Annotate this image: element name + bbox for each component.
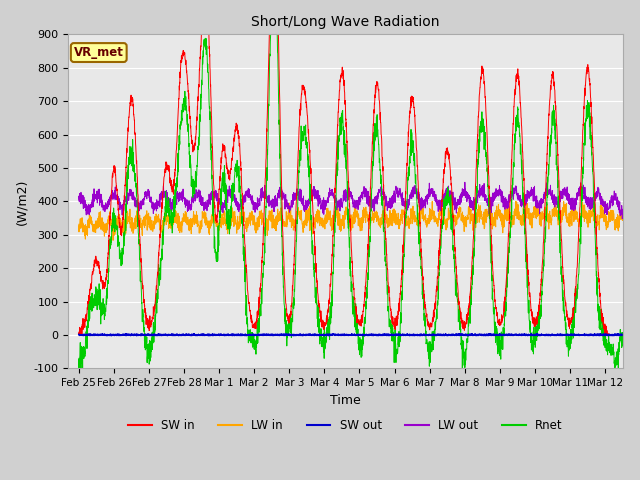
SW in	[284, 312, 292, 318]
Rnet	[284, 329, 292, 335]
SW out	[79, 333, 87, 338]
LW in	[609, 217, 616, 223]
Rnet	[609, 347, 616, 352]
LW in	[284, 213, 291, 219]
Rnet	[619, 341, 627, 347]
SW out	[138, 332, 145, 338]
LW out	[307, 192, 315, 198]
SW in	[170, 188, 177, 193]
Rnet	[170, 215, 177, 220]
SW out	[75, 332, 83, 337]
Legend: SW in, LW in, SW out, LW out, Rnet: SW in, LW in, SW out, LW out, Rnet	[124, 414, 568, 437]
SW in	[137, 259, 145, 265]
Text: VR_met: VR_met	[74, 46, 124, 59]
Line: SW in: SW in	[79, 0, 623, 335]
LW in	[75, 221, 83, 227]
LW in	[307, 215, 315, 221]
SW in	[78, 332, 86, 338]
SW out	[170, 333, 177, 338]
LW out	[169, 206, 177, 212]
SW out	[550, 332, 557, 338]
Rnet	[550, 111, 557, 117]
SW out	[284, 332, 292, 337]
LW in	[137, 219, 145, 225]
Rnet	[307, 223, 315, 229]
SW in	[609, 332, 616, 337]
LW out	[618, 216, 626, 222]
SW in	[75, 330, 83, 336]
LW in	[428, 198, 436, 204]
LW out	[75, 198, 83, 204]
Line: Rnet: Rnet	[79, 0, 623, 375]
SW in	[550, 78, 557, 84]
Title: Short/Long Wave Radiation: Short/Long Wave Radiation	[252, 15, 440, 29]
SW out	[86, 331, 93, 337]
LW out	[461, 180, 468, 185]
Rnet	[137, 278, 145, 284]
LW out	[284, 203, 291, 208]
SW in	[619, 332, 627, 338]
SW out	[307, 332, 315, 338]
Rnet	[75, 356, 83, 361]
LW in	[550, 208, 557, 214]
Line: SW out: SW out	[79, 334, 623, 336]
SW in	[307, 179, 315, 185]
LW out	[550, 202, 557, 207]
SW out	[619, 332, 627, 337]
LW out	[137, 200, 145, 205]
Line: LW in: LW in	[79, 201, 623, 240]
LW in	[619, 216, 627, 221]
SW out	[609, 333, 616, 338]
LW out	[608, 198, 616, 204]
Line: LW out: LW out	[79, 182, 623, 219]
Rnet	[77, 372, 85, 378]
LW out	[619, 206, 627, 212]
X-axis label: Time: Time	[330, 394, 361, 407]
LW in	[170, 210, 177, 216]
Y-axis label: (W/m2): (W/m2)	[15, 178, 28, 225]
LW in	[109, 238, 117, 243]
